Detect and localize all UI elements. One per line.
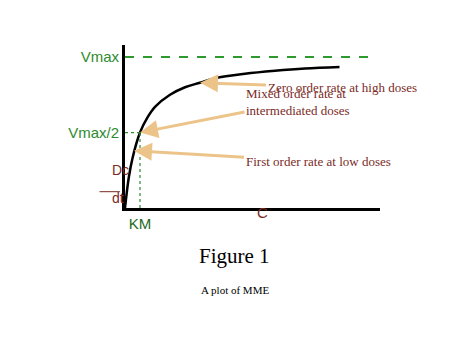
svg-text:A plot of MME: A plot of MME [201,284,269,296]
svg-text:Figure 1: Figure 1 [199,244,270,268]
svg-text:KM: KM [129,215,152,232]
svg-text:Vmax/2: Vmax/2 [68,124,119,141]
svg-text:Vmax: Vmax [81,48,120,65]
svg-text:Dc: Dc [112,162,129,178]
svg-text:Mixed order rate atintermediat: Mixed order rate atintermediated doses [246,86,350,118]
svg-text:Zero order rate at high doses: Zero order rate at high doses [268,80,417,95]
svg-text:dt: dt [112,190,124,206]
svg-text:C: C [257,204,268,221]
svg-text:First order rate at low doses: First order rate at low doses [246,154,391,169]
